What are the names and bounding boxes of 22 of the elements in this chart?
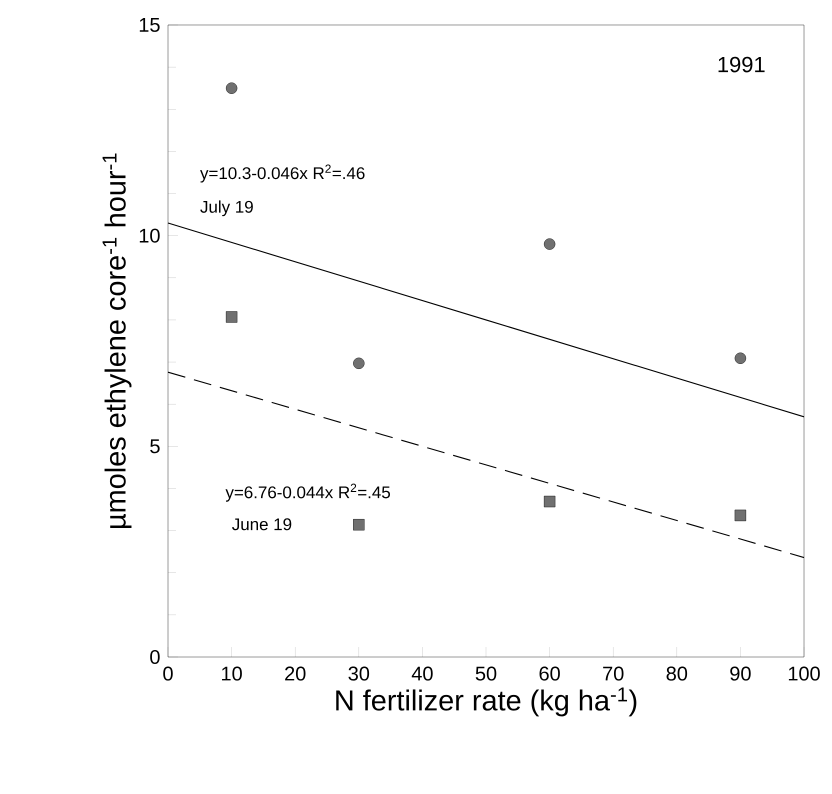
annotation: July 19: [200, 200, 253, 216]
annotation: June 19: [232, 518, 292, 530]
y-axis-title: µmoles ethylene core$^{-1}$ hour$^{-1}$: [102, 153, 132, 528]
x-tick-label: 40: [412, 666, 433, 681]
x-tick-label: 10: [222, 666, 242, 681]
annotation: y=10.3-0.046x R$^{2}$=.46: [200, 164, 365, 183]
annotation: y=6.76-0.044x R$^{2}$=.45: [225, 484, 390, 502]
x-tick-label: 80: [666, 666, 688, 681]
y-tick-label: 0: [150, 650, 160, 664]
x-tick-label: 70: [603, 666, 624, 681]
y-tick-label: 15: [140, 18, 160, 32]
x-tick-label: 30: [348, 666, 370, 681]
x-tick-label: 50: [476, 666, 496, 681]
y-tick-label: 10: [140, 228, 160, 243]
x-axis-title: N fertilizer rate (kg ha$^{-1}$): [336, 687, 636, 716]
x-tick-label: 60: [540, 666, 560, 681]
x-tick-label: 100: [788, 666, 820, 681]
y-tick-label: 5: [150, 439, 160, 454]
x-tick-label: 90: [730, 666, 751, 681]
annotation: 1991: [718, 56, 765, 72]
x-tick-label: 0: [163, 666, 173, 681]
x-tick-label: 20: [285, 666, 306, 681]
